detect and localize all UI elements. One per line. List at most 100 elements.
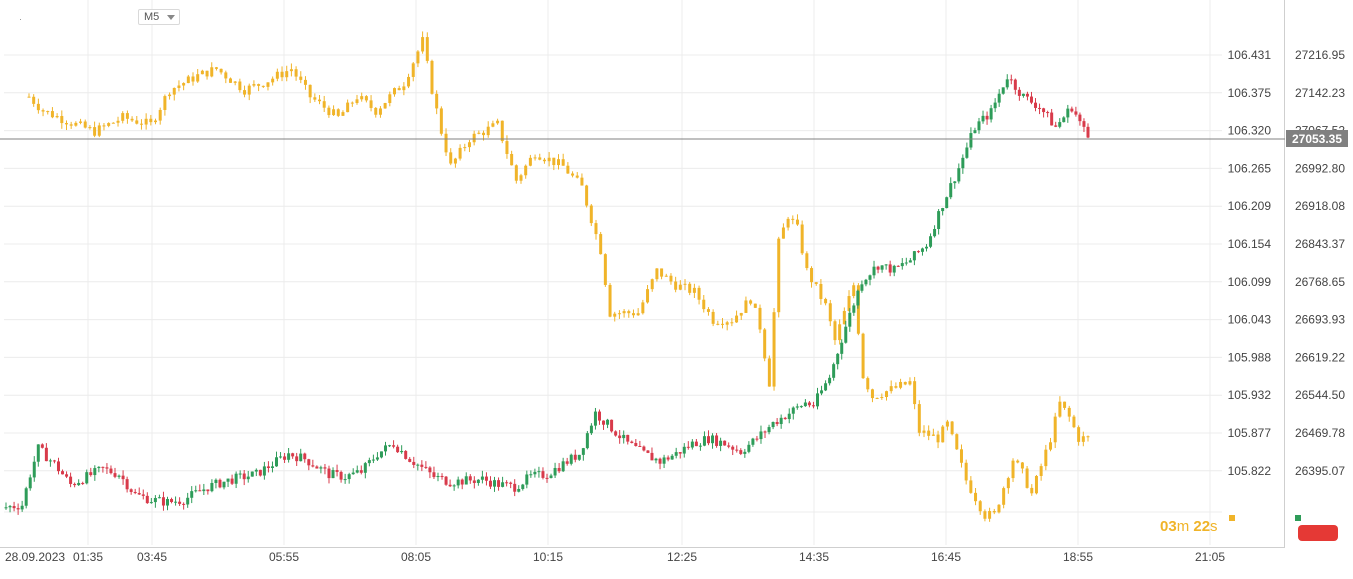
gold-candle-body — [655, 268, 659, 280]
left-axis-tick-label: 106.320 — [1228, 124, 1272, 138]
gold-candle-body — [650, 279, 654, 290]
red-green-candle-body — [266, 466, 270, 469]
gold-candle-body — [252, 84, 256, 86]
gold-candle-body — [107, 123, 111, 126]
gold-candle-body — [739, 312, 743, 316]
gold-candle-body — [603, 254, 607, 285]
x-axis-tick-label: 21:05 — [1195, 550, 1225, 564]
red-green-candle-body — [791, 407, 795, 414]
gold-candle-body — [730, 322, 734, 324]
gold-candle-body — [903, 381, 907, 385]
red-green-candle-body — [908, 260, 912, 263]
red-green-candle-body — [836, 353, 840, 365]
gold-candle-body — [46, 111, 50, 113]
red-green-candle-body — [848, 312, 852, 327]
gold-candle-body — [664, 275, 668, 277]
gold-candle-body — [313, 97, 317, 100]
red-green-candle-body — [501, 482, 505, 487]
sell-indicator-button[interactable] — [1298, 525, 1338, 541]
red-green-candle-body — [32, 461, 36, 478]
countdown-minutes-unit: m — [1176, 518, 1190, 535]
red-green-candle-body — [452, 485, 456, 487]
gold-candle-body — [725, 322, 729, 325]
gold-candle-body — [322, 101, 326, 108]
red-green-candle-body — [646, 450, 650, 453]
red-green-candle-body — [614, 431, 618, 436]
red-green-candle-body — [961, 157, 965, 169]
gold-candle-body — [1006, 478, 1010, 489]
left-axis-tick-label: 106.431 — [1228, 48, 1272, 62]
x-axis-tick-label: 16:45 — [931, 550, 961, 564]
gold-candle-body — [721, 323, 725, 325]
gold-candle-body — [1002, 488, 1006, 505]
gold-candle-body — [505, 141, 509, 154]
red-green-candle-body — [242, 473, 246, 480]
gold-candle-body — [453, 158, 457, 164]
red-green-candle-body — [1046, 112, 1050, 114]
red-green-candle-body — [723, 440, 727, 446]
gold-candle-body — [913, 381, 917, 405]
gold-candle-body — [416, 51, 420, 64]
red-green-candle-body — [24, 488, 28, 506]
red-green-candle-body — [145, 495, 149, 504]
gold-candle-body — [332, 109, 336, 116]
red-green-candle-body — [355, 470, 359, 473]
gold-candle-body — [32, 96, 36, 104]
gold-candle-body — [997, 504, 1001, 513]
red-green-candle-body — [149, 502, 153, 504]
red-green-candle-body — [1021, 93, 1025, 96]
red-green-candle-body — [456, 479, 460, 486]
red-green-candle-body — [327, 468, 331, 479]
red-green-candle-body — [133, 491, 137, 494]
gold-candle-body — [819, 283, 823, 299]
gold-candle-body — [163, 96, 167, 110]
gold-candle-body — [922, 430, 926, 433]
red-green-candle-body — [505, 482, 509, 484]
gold-candle-body — [219, 68, 223, 73]
red-green-candle-body — [85, 472, 89, 484]
gold-candle-body — [950, 421, 954, 435]
red-green-candle-body — [254, 469, 258, 472]
x-axis-tick-label: 03:45 — [137, 550, 167, 564]
gold-candle-body — [941, 426, 945, 443]
gold-candle-body — [758, 307, 762, 330]
gold-candle-body — [41, 110, 45, 112]
red-green-candle-body — [359, 470, 363, 473]
gold-candle-body — [561, 159, 565, 166]
red-green-candle-body — [488, 480, 492, 487]
gold-candle-body — [735, 315, 739, 323]
red-green-candle-body — [541, 471, 545, 478]
red-green-candle-body — [929, 236, 933, 247]
gold-candle-body — [753, 303, 757, 308]
timeframe-dropdown[interactable]: M5 — [138, 9, 180, 25]
gold-candle-body — [599, 234, 603, 255]
gold-candle-body — [1020, 462, 1024, 469]
red-green-candle-body — [731, 446, 735, 450]
gold-candle-body — [833, 321, 837, 341]
red-green-candle-body — [109, 468, 113, 474]
red-green-candle-body — [339, 471, 343, 480]
red-green-candle-body — [759, 431, 763, 440]
gold-candle-body — [697, 287, 701, 300]
red-green-candle-body — [706, 436, 710, 444]
current-price-label-bg — [1286, 130, 1348, 147]
gold-candle-body — [805, 253, 809, 269]
red-green-candle-body — [157, 497, 161, 499]
red-green-candle-body — [626, 434, 630, 442]
red-green-candle-body — [214, 479, 218, 483]
red-green-candle-body — [602, 420, 606, 425]
red-green-candle-body — [525, 474, 529, 485]
gold-candle-body — [781, 227, 785, 239]
gold-candle-body — [824, 298, 828, 304]
red-green-candle-body — [343, 479, 347, 481]
gold-candle-body — [350, 102, 354, 104]
red-green-candle-body — [299, 453, 303, 462]
red-green-candle-body — [165, 499, 169, 506]
gold-candle-body — [177, 85, 181, 88]
x-axis-tick-label: 01:35 — [73, 550, 103, 564]
red-green-candle-body — [412, 461, 416, 465]
gold-candle-body — [308, 84, 312, 98]
red-green-candle-body — [319, 467, 323, 469]
